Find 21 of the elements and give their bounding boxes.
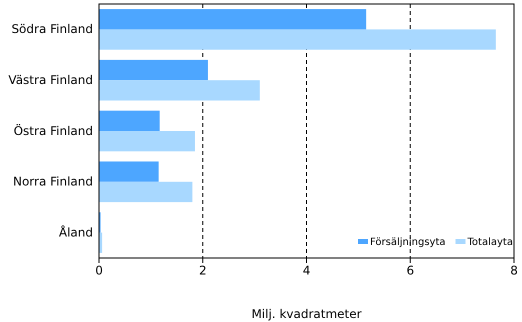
x-tick-label: 4 [302, 264, 310, 278]
bar [99, 161, 159, 182]
legend-label: Försäljningsyta [370, 237, 446, 248]
bar [99, 182, 192, 202]
x-tick-label: 6 [406, 264, 414, 278]
y-tick-label: Östra Finland [14, 124, 93, 138]
bar [99, 80, 260, 101]
bar [99, 131, 195, 152]
legend-label: Totalayta [466, 237, 513, 248]
y-tick-label: Norra Finland [12, 174, 93, 189]
bar [99, 110, 160, 131]
bar [99, 29, 496, 50]
y-tick-label: Västra Finland [8, 73, 93, 88]
bar [99, 9, 366, 30]
bar [99, 60, 208, 80]
x-axis-title: Milj. kvadratmeter [251, 307, 362, 321]
x-tick-label: 8 [510, 264, 518, 278]
x-tick-label: 2 [198, 264, 207, 278]
y-tick-label: Södra Finland [11, 22, 93, 36]
x-tick-label: 0 [95, 264, 103, 278]
y-tick-label: Åland [58, 224, 93, 240]
